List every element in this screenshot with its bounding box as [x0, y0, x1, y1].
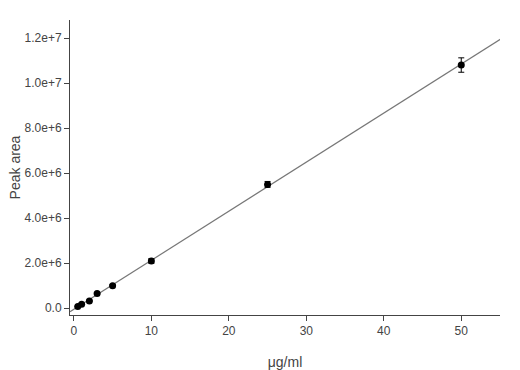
- svg-text:Peak area: Peak area: [7, 135, 23, 199]
- svg-text:30: 30: [300, 324, 314, 338]
- svg-text:μg/ml: μg/ml: [268, 354, 303, 370]
- svg-text:1.0e+7: 1.0e+7: [25, 76, 62, 90]
- svg-text:2.0e+6: 2.0e+6: [25, 256, 62, 270]
- svg-text:10: 10: [145, 324, 159, 338]
- svg-text:50: 50: [455, 324, 469, 338]
- svg-text:6.0e+6: 6.0e+6: [25, 166, 62, 180]
- svg-text:20: 20: [222, 324, 236, 338]
- svg-text:40: 40: [377, 324, 391, 338]
- svg-text:8.0e+6: 8.0e+6: [25, 121, 62, 135]
- svg-text:0: 0: [71, 324, 78, 338]
- svg-text:4.0e+6: 4.0e+6: [25, 211, 62, 225]
- svg-text:1.2e+7: 1.2e+7: [25, 31, 62, 45]
- svg-text:0.0: 0.0: [45, 301, 62, 315]
